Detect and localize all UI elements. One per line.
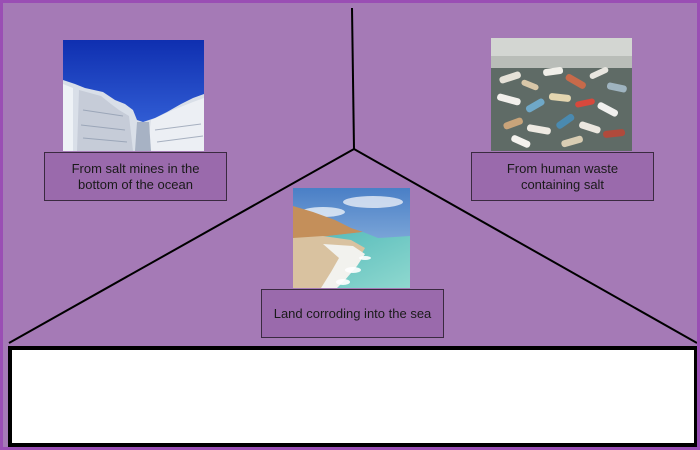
source-caption-salt-mines: From salt mines in the bottom of the oce…: [44, 152, 227, 201]
answer-box[interactable]: [8, 346, 697, 447]
salt-cliffs-photo: [63, 40, 204, 151]
section-dividers: [8, 7, 697, 344]
salt-coast-photo: [293, 188, 410, 288]
source-caption-land-corroding: Land corroding into the sea: [261, 289, 444, 338]
divider-vertical: [351, 7, 355, 150]
source-caption-human-waste: From human waste containing salt: [471, 152, 654, 201]
divider-right-diagonal: [353, 148, 697, 344]
plastic-waste-photo: [491, 38, 632, 151]
divider-left-diagonal: [8, 148, 355, 344]
